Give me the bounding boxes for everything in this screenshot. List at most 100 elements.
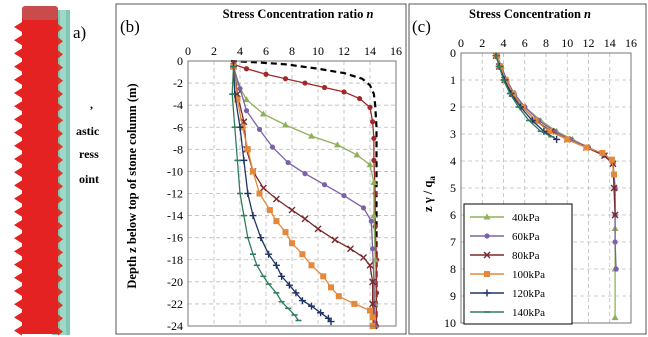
- chart-b-series-point-3: [321, 182, 328, 188]
- legend-label: 40kPa: [512, 212, 540, 224]
- chart-b-y-tick-label: -16: [167, 231, 183, 245]
- chart-b-series-point-1: [372, 224, 378, 230]
- chart-b-series-point-3: [370, 246, 376, 252]
- chart-b-series-point-6: [265, 250, 273, 258]
- chart-b-series-point-6: [240, 156, 248, 164]
- chart-c-x-tick-label: 8: [543, 36, 549, 50]
- serration-tooth-right: [58, 222, 63, 230]
- chart-b-series-point-2: [282, 121, 289, 128]
- column-serrations: [14, 22, 63, 336]
- chart-c-title: Stress Concentration n: [469, 7, 591, 21]
- chart-c-series-line-2: [495, 55, 616, 216]
- chart-b-series-point-5: [308, 262, 315, 269]
- chart-b-series-point-3: [256, 126, 263, 133]
- chart-b-series-point-5: [273, 218, 280, 225]
- chart-b-series-point-4: [301, 215, 309, 223]
- chart-b-series-point-5: [369, 314, 376, 321]
- chart-b-series-point-2: [366, 161, 374, 168]
- serration-tooth-right: [58, 142, 63, 151]
- serration-tooth: [14, 88, 22, 98]
- chart-b-ticks: 0 2 4 6 8 10 12 14 16 0 -2 -4 -6 -8 -10 -12 -14 -16 -18 -20…: [167, 44, 402, 333]
- panel-c-label: (c): [412, 17, 431, 36]
- chart-b-series-line-1: [233, 63, 378, 326]
- chart-b-series-point-4: [314, 225, 322, 233]
- chart-c-series-point-0: [611, 314, 619, 321]
- chart-b-series-point-4: [366, 261, 374, 269]
- chart-b-series-point-3: [243, 108, 250, 114]
- chart-c-x-tick-label: 16: [625, 36, 637, 50]
- chart-c-y-tick-label: 5: [450, 181, 456, 195]
- serration-tooth: [14, 299, 22, 310]
- chart-b-series-point-2: [334, 141, 341, 148]
- chart-b-series-point-6: [285, 281, 293, 289]
- chart-b-series-point-4: [331, 236, 339, 244]
- serration-tooth-right: [58, 24, 63, 32]
- chart-b-series-point-5: [244, 146, 251, 153]
- chart-b-series-point-1: [371, 135, 377, 141]
- serration-tooth-right: [58, 195, 63, 204]
- chart-c-series: [492, 52, 619, 321]
- chart-b-series-point-5: [266, 207, 273, 214]
- serration-tooth-right: [58, 235, 63, 244]
- chart-b-series-point-6: [317, 309, 325, 317]
- chart-b-series-point-1: [371, 157, 377, 163]
- serration-tooth: [14, 312, 22, 323]
- chart-c-x-tick-label: 0: [458, 36, 464, 50]
- legend-swatch-marker: [483, 289, 491, 297]
- chart-c-y-tick-label: 0: [450, 46, 456, 60]
- chart-b-x-tick-label: 4: [237, 44, 243, 58]
- panel-c: (c) Stress Concentration n z γ / qa 0 2 4 6…: [408, 3, 647, 335]
- chart-b-series-point-4: [360, 254, 367, 262]
- chart-b-x-tick-label: 2: [211, 44, 217, 58]
- chart-b-grid: [187, 60, 397, 327]
- chart-b-series-point-5: [282, 229, 289, 236]
- chart-b-series-point-6: [257, 234, 265, 242]
- chart-b-y-tick-label: -4: [173, 98, 183, 112]
- chart-b-x-tick-label: 14: [364, 44, 376, 58]
- chart-b-y-tick-label: 0: [177, 54, 183, 68]
- chart-b-series-point-6: [308, 302, 315, 310]
- serration-tooth-right: [58, 129, 63, 138]
- chart-b-series-line-7: [231, 66, 300, 321]
- chart-b-series-point-3: [302, 171, 308, 177]
- chart-b-series-point-3: [285, 159, 291, 166]
- chart-b-x-tick-label: 10: [312, 44, 324, 58]
- column-edge-highlight: [60, 10, 66, 335]
- serration-tooth: [14, 246, 22, 257]
- chart-c-series-point-3: [583, 144, 590, 151]
- serration-tooth-right: [58, 103, 63, 112]
- chart-c-series-point-1: [613, 266, 619, 272]
- legend-swatch-marker: [484, 271, 490, 277]
- column-cap: [22, 6, 58, 20]
- chart-b-series: [229, 59, 380, 330]
- chart-b-y-tick-label: -14: [167, 209, 183, 223]
- legend-swatch-marker: [483, 213, 491, 220]
- chart-b-series-point-3: [237, 86, 243, 92]
- chart-b-series-point-1: [367, 104, 373, 110]
- serration-tooth: [14, 101, 22, 112]
- serration-tooth-right: [58, 76, 63, 85]
- chart-c-y-tick-label: 3: [450, 127, 456, 141]
- chart-c-series-point-2: [611, 211, 619, 219]
- serration-tooth: [14, 180, 22, 191]
- panel-c-frame: [408, 3, 647, 335]
- chart-b-series-point-1: [321, 84, 328, 91]
- chart-c-series-point-1: [612, 239, 618, 245]
- chart-b-series-point-4: [259, 184, 267, 192]
- chart-b-series-point-5: [250, 168, 256, 175]
- chart-c-y-tick-label: 8: [450, 262, 456, 276]
- chart-b-series-point-6: [272, 261, 280, 269]
- chart-b-x-tick-label: 16: [390, 44, 402, 58]
- serration-tooth-right: [58, 90, 63, 98]
- chart-b-series-point-4: [369, 278, 377, 286]
- chart-c-x-tick-label: 12: [583, 36, 595, 50]
- plastic-zone: [22, 12, 58, 334]
- serration-tooth-right: [58, 182, 63, 191]
- chart-c-x-tick-label: 2: [479, 36, 485, 50]
- serration-tooth-right: [58, 314, 63, 323]
- serration-tooth: [14, 259, 22, 270]
- chart-b-series-point-1: [357, 95, 363, 102]
- chart-c-x-tick-label: 4: [501, 36, 507, 50]
- serration-tooth-right: [58, 301, 63, 310]
- chart-b-y-tick-label: -22: [167, 297, 183, 311]
